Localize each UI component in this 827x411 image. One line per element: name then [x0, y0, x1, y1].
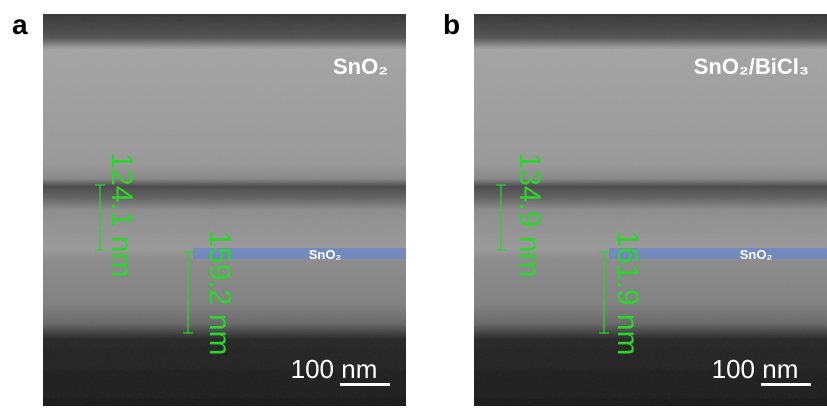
scale-bar: [761, 383, 811, 386]
layer-label: SnO₂: [740, 247, 773, 262]
thickness-label: 159.2 nm: [203, 230, 236, 355]
panel-label: a: [12, 9, 28, 40]
panel-label: b: [443, 9, 460, 40]
layer-label: SnO₂: [309, 247, 342, 262]
thickness-label: 161.9 nm: [611, 230, 644, 355]
scale-bar-label: 100 nm: [712, 354, 799, 384]
figure: a SnO₂ SnO₂ 124.1 nm 159.2 nm 100 nm b SnO₂/BiC…: [0, 0, 827, 406]
image-title: SnO₂/BiCl₃: [694, 54, 809, 79]
thickness-label: 134.9 nm: [513, 152, 546, 277]
scale-bar-label: 100 nm: [291, 354, 378, 384]
image-title: SnO₂: [333, 54, 388, 79]
thickness-label: 124.1 nm: [105, 152, 138, 277]
scale-bar: [340, 383, 390, 386]
